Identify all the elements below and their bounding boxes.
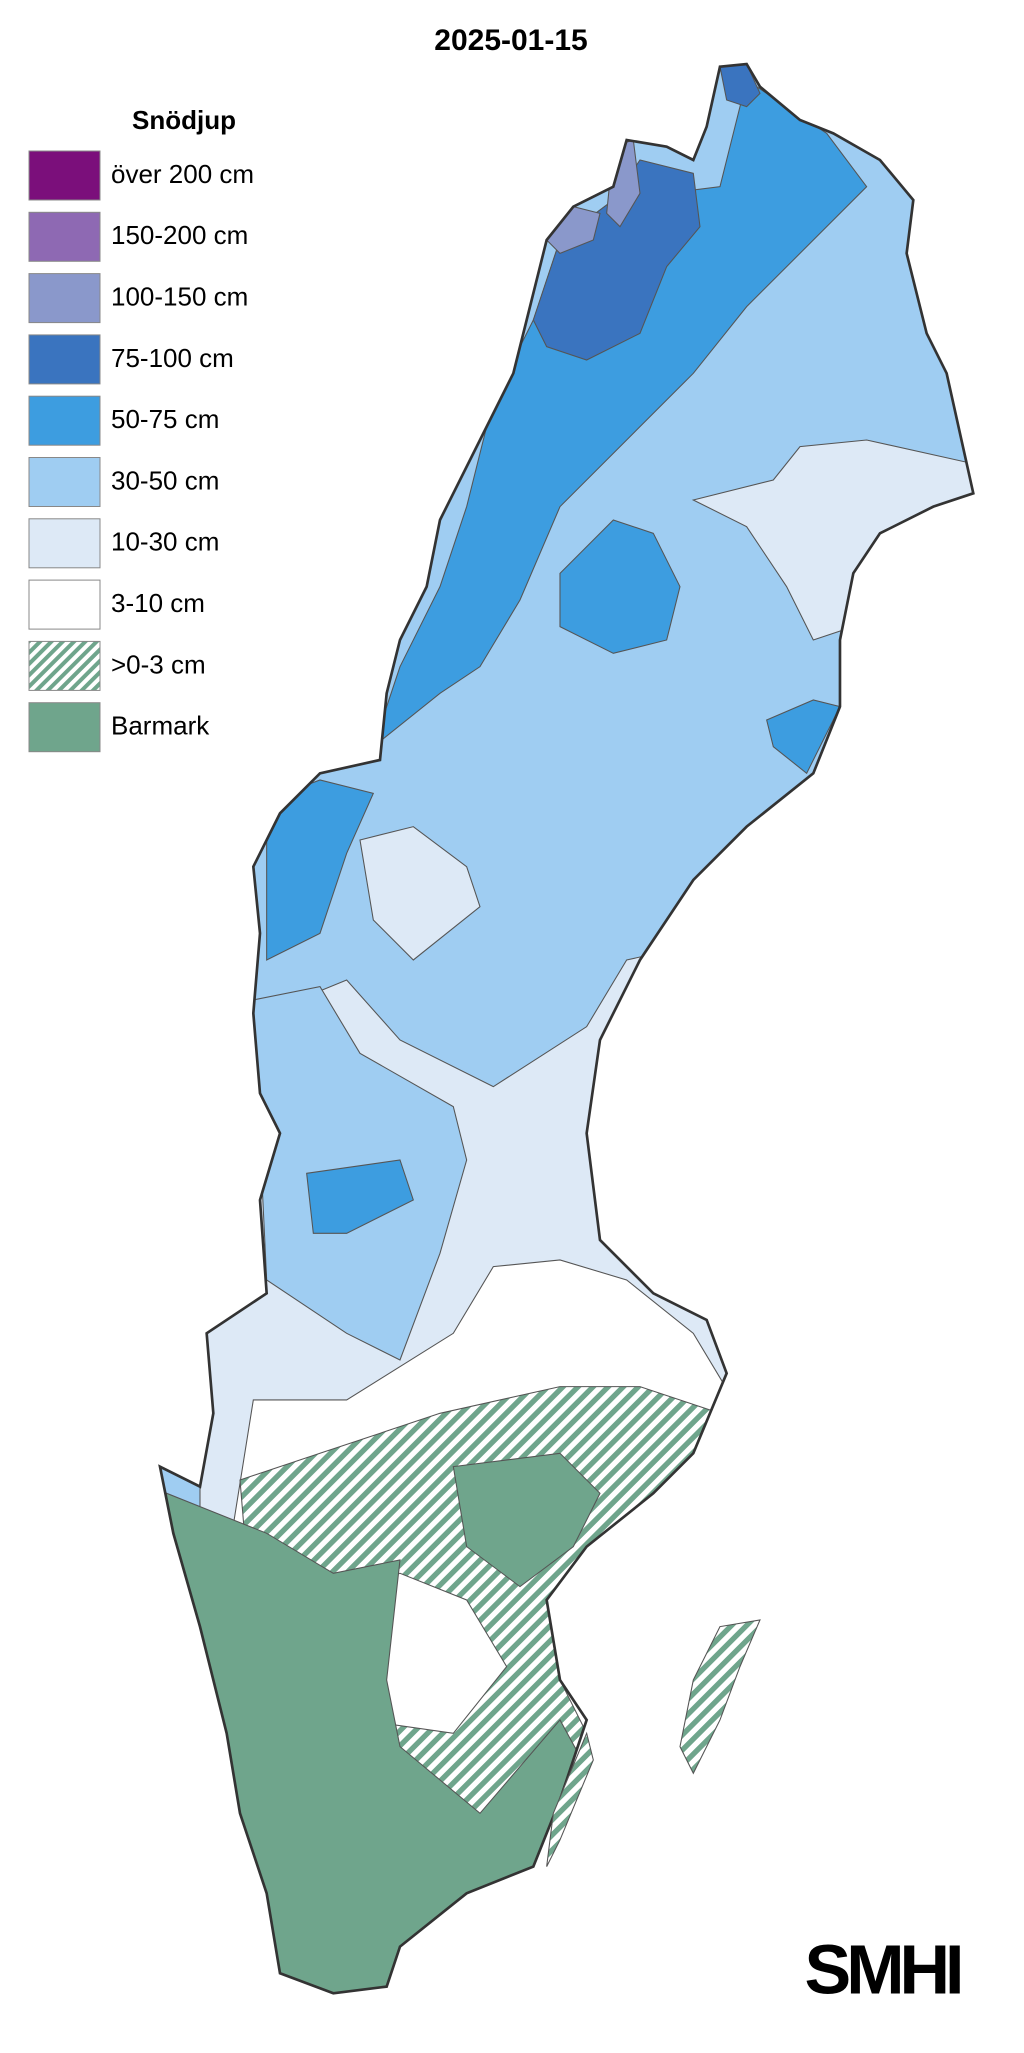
legend: över 200 cm 150-200 cm 100-150 cm 75-100 cm… [28, 150, 254, 753]
map-title: 2025-01-15 [434, 24, 587, 57]
zone-50-75 [766, 699, 841, 775]
legend-label: över 200 cm [111, 159, 254, 189]
legend-label: 50-75 cm [111, 404, 219, 434]
legend-swatch [28, 150, 101, 201]
legend-swatch [28, 211, 101, 262]
legend-swatch [28, 273, 101, 324]
legend-swatch [28, 640, 101, 691]
logo: SMHI [805, 1930, 961, 2008]
legend-label: 150-200 cm [111, 220, 248, 250]
zone-10-30 [359, 826, 481, 961]
legend-swatch [28, 702, 101, 753]
legend-swatch [28, 579, 101, 630]
legend-label: 100-150 cm [111, 281, 248, 311]
legend-title: Snödjup [132, 105, 236, 135]
oland [546, 1731, 594, 1867]
legend-swatch [28, 457, 101, 507]
zone-50-75 [559, 519, 681, 654]
zone-barmark [452, 1452, 601, 1588]
zone-50-75 [306, 1159, 414, 1234]
legend-label: 3-10 cm [111, 588, 205, 618]
zone-50-75 [266, 779, 375, 961]
legend-label: 75-100 cm [111, 343, 234, 373]
legend-swatch [28, 395, 101, 446]
legend-label: >0-3 cm [111, 649, 206, 679]
gotland [679, 1619, 761, 1775]
legend-swatch [28, 518, 101, 569]
legend-label: 10-30 cm [111, 527, 219, 557]
legend-label: 30-50 cm [111, 465, 219, 495]
legend-swatch [28, 334, 101, 385]
legend-label: Barmark [111, 711, 210, 741]
